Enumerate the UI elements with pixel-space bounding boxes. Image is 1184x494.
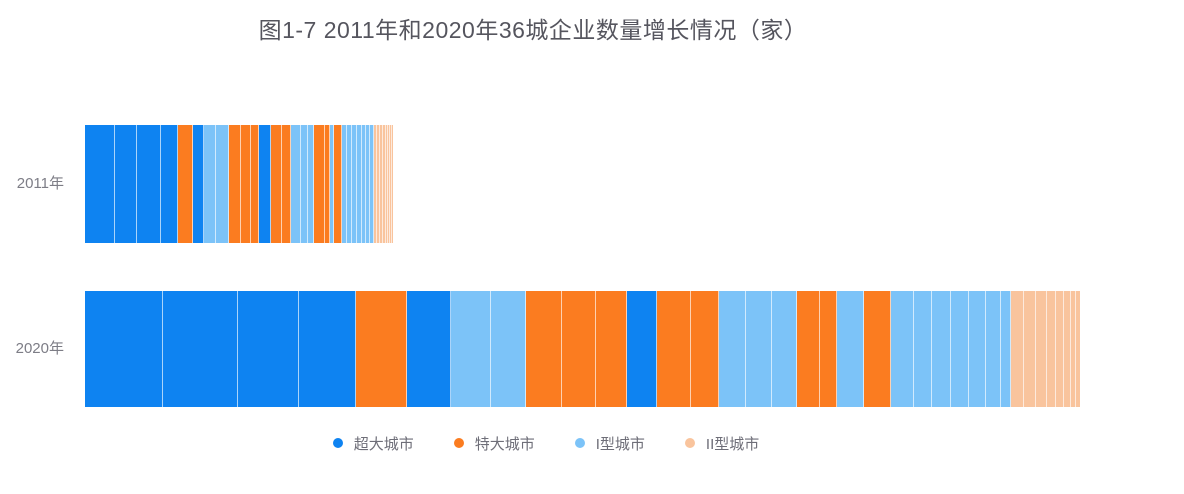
bar-segment-2020-特大城市[interactable] xyxy=(356,291,407,407)
legend-item-0[interactable]: 超大城市 xyxy=(332,433,414,454)
bar-segment-2020-I型城市[interactable] xyxy=(746,291,772,407)
legend-dot-icon xyxy=(453,438,464,448)
bar-segment-2020-I型城市[interactable] xyxy=(969,291,986,407)
bar-segment-2011-超大城市[interactable] xyxy=(115,125,137,243)
bar-segment-2011-特大城市[interactable] xyxy=(282,125,291,243)
bar-segment-2020-超大城市[interactable] xyxy=(627,291,657,407)
bar-segment-2011-特大城市[interactable] xyxy=(314,125,325,243)
bar-segment-2011-特大城市[interactable] xyxy=(178,125,193,243)
bar-segment-2020-I型城市[interactable] xyxy=(914,291,932,407)
legend-item-label: II型城市 xyxy=(705,435,760,453)
bar-segment-2011-I型城市[interactable] xyxy=(291,125,301,243)
bar-segment-2011-I型城市[interactable] xyxy=(308,125,314,243)
legend-dot-icon xyxy=(684,438,695,448)
axis-label-2020: 2020年 xyxy=(15,340,64,357)
bar-segment-2011-I型城市[interactable] xyxy=(347,125,352,243)
bar-segment-2020-超大城市[interactable] xyxy=(407,291,451,407)
bar-segment-2020-II型城市[interactable] xyxy=(1011,291,1024,407)
bar-segment-2011-I型城市[interactable] xyxy=(204,125,216,243)
bar-segment-2011-II型城市[interactable] xyxy=(388,125,390,243)
bar-segment-2020-II型城市[interactable] xyxy=(1024,291,1036,407)
bar-segment-2011-超大城市[interactable] xyxy=(161,125,178,243)
bar-segment-2011-特大城市[interactable] xyxy=(241,125,251,243)
bar-segment-2011-II型城市[interactable] xyxy=(380,125,383,243)
bar-segment-2020-特大城市[interactable] xyxy=(596,291,627,407)
stacked-bar-2011 xyxy=(85,125,393,243)
bar-segment-2020-超大城市[interactable] xyxy=(238,291,299,407)
bar-segment-2011-II型城市[interactable] xyxy=(390,125,392,243)
bar-segment-2020-特大城市[interactable] xyxy=(691,291,719,407)
bar-segment-2020-超大城市[interactable] xyxy=(163,291,238,407)
bar-segment-2011-I型城市[interactable] xyxy=(370,125,374,243)
bar-segment-2020-特大城市[interactable] xyxy=(657,291,691,407)
bar-segment-2020-II型城市[interactable] xyxy=(1076,291,1080,407)
bar-segment-2011-特大城市[interactable] xyxy=(334,125,342,243)
bar-segment-2020-II型城市[interactable] xyxy=(1064,291,1071,407)
bar-segment-2011-II型城市[interactable] xyxy=(383,125,386,243)
legend-item-label: I型城市 xyxy=(595,435,645,453)
bar-segment-2011-特大城市[interactable] xyxy=(271,125,282,243)
bar-segment-2011-I型城市[interactable] xyxy=(342,125,347,243)
bar-segment-2020-II型城市[interactable] xyxy=(1071,291,1076,407)
bar-segment-2020-II型城市[interactable] xyxy=(1036,291,1047,407)
bar-segment-2020-I型城市[interactable] xyxy=(932,291,951,407)
bar-segment-2020-I型城市[interactable] xyxy=(891,291,914,407)
bar-segment-2011-I型城市[interactable] xyxy=(362,125,366,243)
bar-segment-2011-I型城市[interactable] xyxy=(352,125,357,243)
bar-segment-2020-I型城市[interactable] xyxy=(1001,291,1011,407)
legend-dot-icon xyxy=(332,438,343,448)
bar-segment-2011-II型城市[interactable] xyxy=(374,125,377,243)
bar-segment-2020-I型城市[interactable] xyxy=(837,291,864,407)
bar-segment-2020-特大城市[interactable] xyxy=(864,291,891,407)
legend-item-3[interactable]: II型城市 xyxy=(684,433,760,454)
legend-item-2[interactable]: I型城市 xyxy=(574,433,645,454)
bar-segment-2020-超大城市[interactable] xyxy=(299,291,356,407)
bar-segment-2020-I型城市[interactable] xyxy=(451,291,491,407)
bar-segment-2020-特大城市[interactable] xyxy=(797,291,820,407)
bar-segment-2011-超大城市[interactable] xyxy=(193,125,204,243)
bar-segment-2020-I型城市[interactable] xyxy=(951,291,969,407)
bar-segment-2020-特大城市[interactable] xyxy=(526,291,562,407)
legend-dot-icon xyxy=(574,438,585,448)
bar-segment-2011-超大城市[interactable] xyxy=(137,125,161,243)
bar-segment-2011-I型城市[interactable] xyxy=(301,125,308,243)
bar-segment-2020-II型城市[interactable] xyxy=(1056,291,1064,407)
bar-segment-2011-特大城市[interactable] xyxy=(229,125,241,243)
bar-segment-2011-特大城市[interactable] xyxy=(325,125,330,243)
bar-segment-2011-超大城市[interactable] xyxy=(85,125,115,243)
legend: 超大城市 特大城市 I型城市 II型城市 xyxy=(0,433,1092,453)
bar-segment-2020-I型城市[interactable] xyxy=(772,291,797,407)
bar-segment-2020-I型城市[interactable] xyxy=(491,291,526,407)
axis-label-2011: 2011年 xyxy=(16,175,64,192)
bar-segment-2020-I型城市[interactable] xyxy=(986,291,1001,407)
legend-item-label: 特大城市 xyxy=(474,435,535,453)
bar-segment-2011-I型城市[interactable] xyxy=(366,125,370,243)
bar-segment-2020-II型城市[interactable] xyxy=(1047,291,1056,407)
bar-segment-2011-I型城市[interactable] xyxy=(216,125,229,243)
bar-segment-2011-I型城市[interactable] xyxy=(357,125,362,243)
bar-segment-2020-I型城市[interactable] xyxy=(719,291,746,407)
bar-segment-2011-I型城市[interactable] xyxy=(330,125,334,243)
bar-segment-2011-II型城市[interactable] xyxy=(377,125,380,243)
bar-segment-2011-超大城市[interactable] xyxy=(259,125,271,243)
stacked-bar-2020 xyxy=(85,291,1080,407)
bar-segment-2011-II型城市[interactable] xyxy=(386,125,388,243)
legend-item-label: 超大城市 xyxy=(353,435,414,453)
chart-title: 图1-7 2011年和2020年36城企业数量增长情况（家） xyxy=(258,17,808,43)
bar-segment-2020-特大城市[interactable] xyxy=(820,291,837,407)
bar-segment-2011-II型城市[interactable] xyxy=(392,125,393,243)
bar-segment-2020-超大城市[interactable] xyxy=(85,291,163,407)
bar-segment-2011-特大城市[interactable] xyxy=(251,125,259,243)
bar-segment-2020-特大城市[interactable] xyxy=(562,291,596,407)
legend-item-1[interactable]: 特大城市 xyxy=(453,433,535,454)
